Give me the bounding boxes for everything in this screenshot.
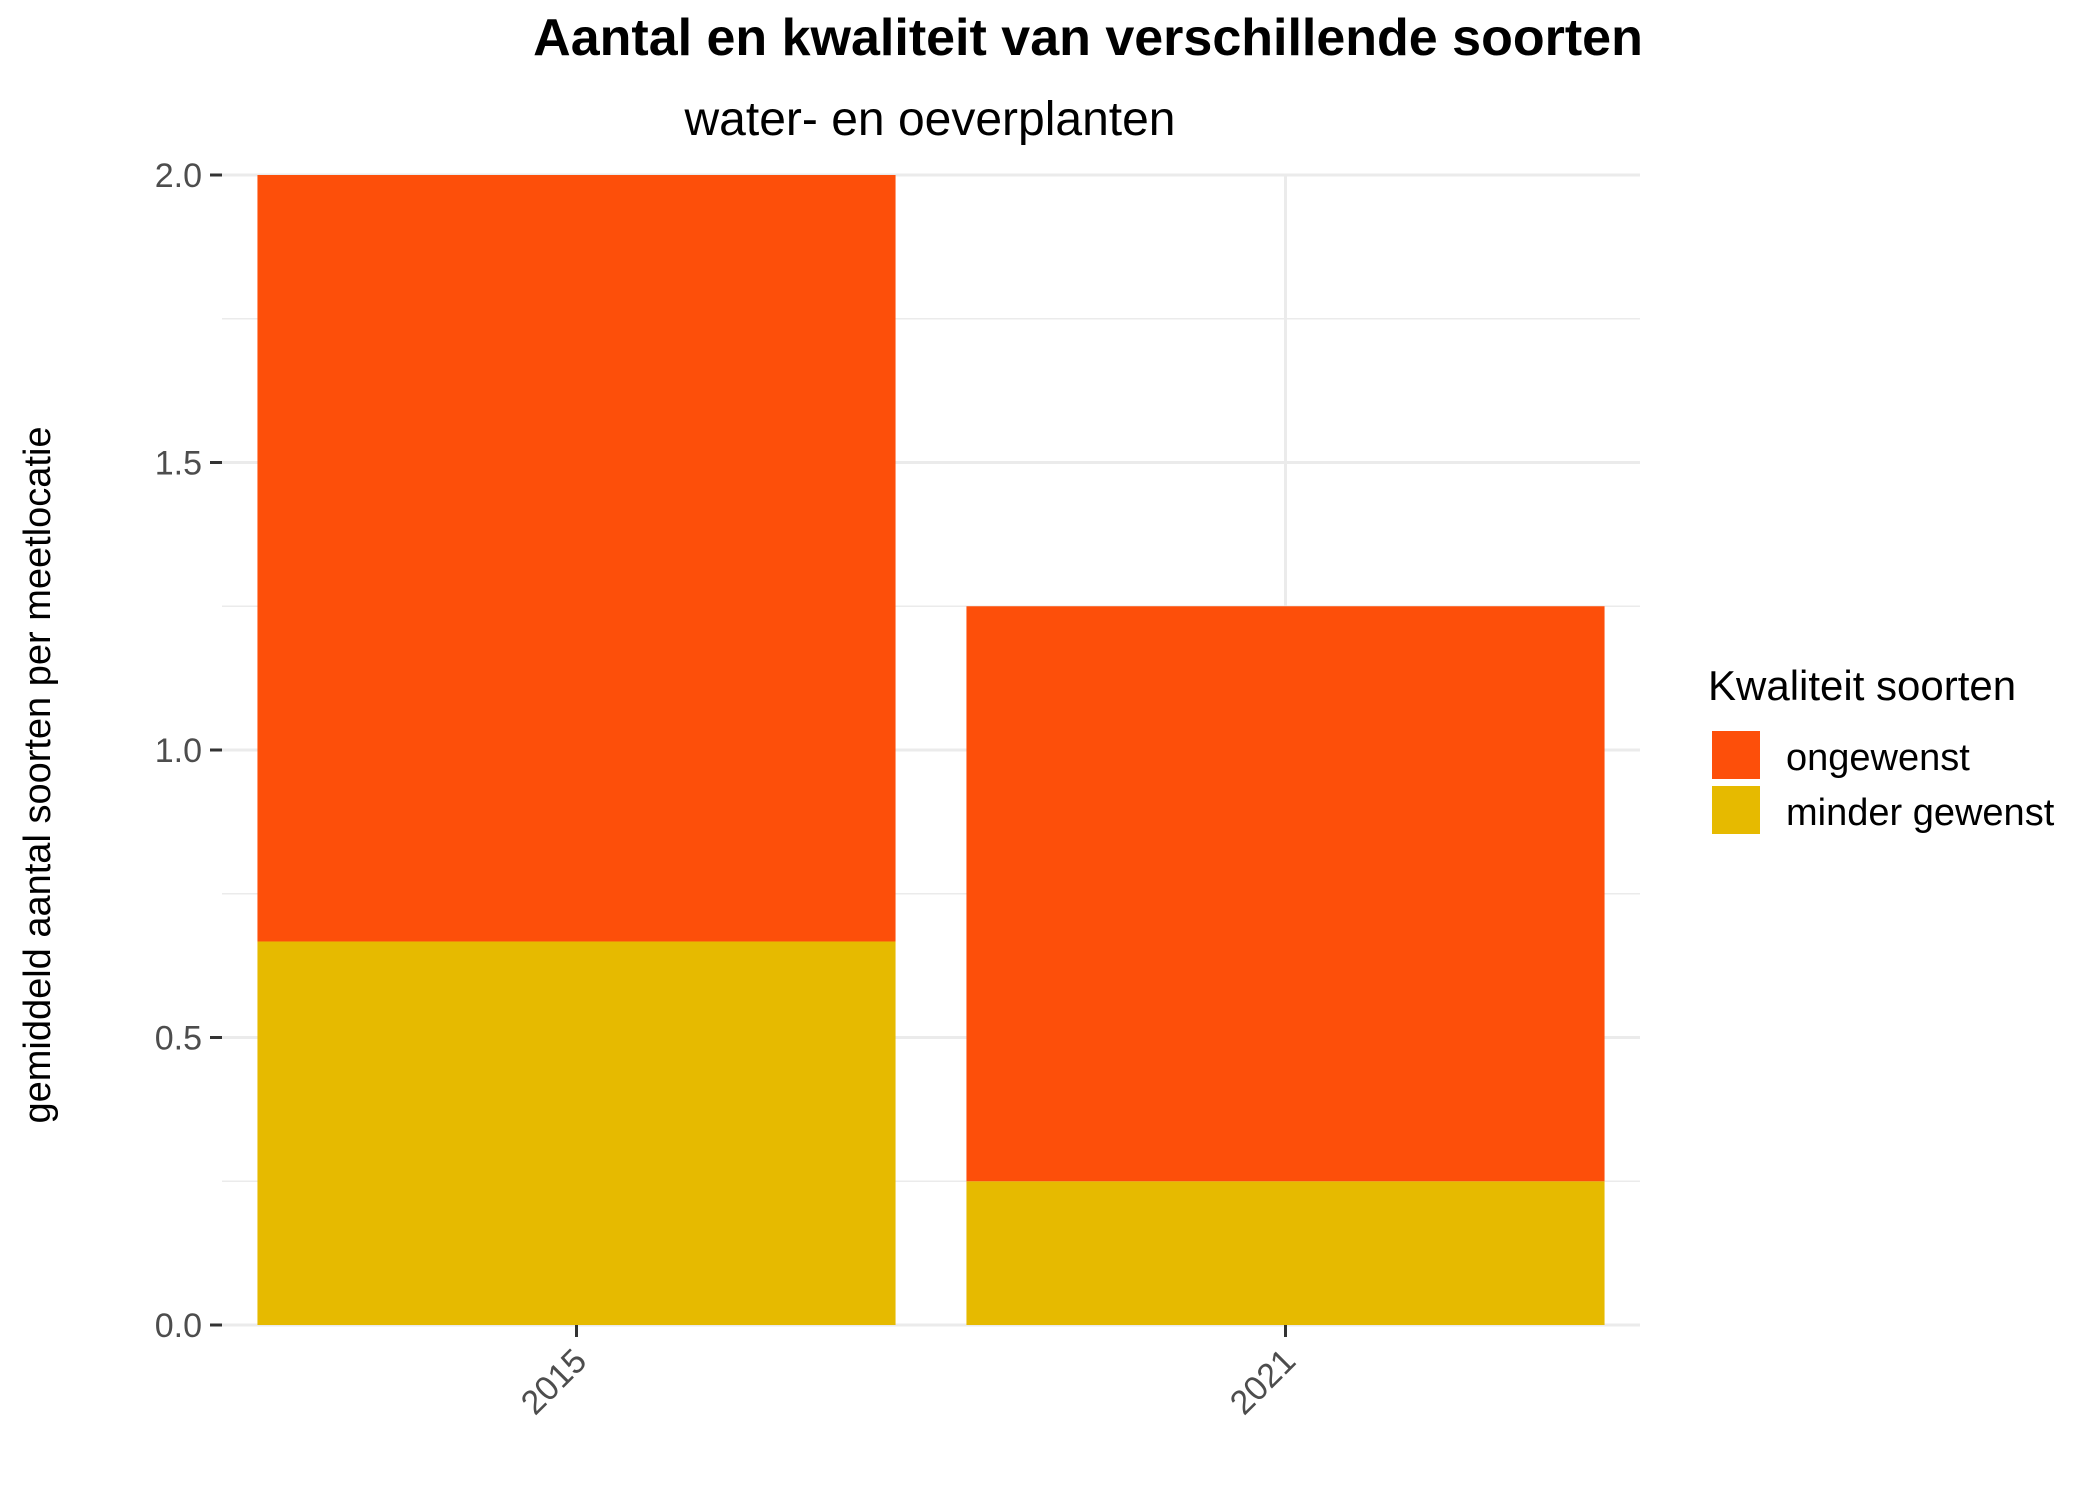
legend-label-ongewenst: ongewenst <box>1786 737 1970 779</box>
y-tick-label: 0.0 <box>155 1307 202 1345</box>
legend-title: Kwaliteit soorten <box>1708 662 2016 709</box>
y-tick-label: 1.0 <box>155 732 202 770</box>
x-tick-label: 2021 <box>1223 1342 1303 1422</box>
legend-swatch-minder-gewenst <box>1712 786 1760 834</box>
legend-label-minder-gewenst: minder gewenst <box>1786 792 2055 834</box>
bar-2015-ongewenst <box>257 175 896 942</box>
bar-2021-ongewenst <box>966 606 1605 1182</box>
y-tick-label: 1.5 <box>155 445 202 483</box>
y-tick-label: 0.5 <box>155 1020 202 1058</box>
chart-title: Aantal en kwaliteit van verschillende so… <box>533 9 1643 67</box>
legend: Kwaliteit soorten ongewenst minder gewen… <box>1708 662 2055 834</box>
x-tick-label: 2015 <box>514 1342 594 1422</box>
y-axis: 0.0 0.5 1.0 1.5 2.0 <box>155 157 222 1345</box>
legend-swatch-ongewenst <box>1712 731 1760 779</box>
y-axis-title: gemiddeld aantal soorten per meetlocatie <box>17 426 59 1123</box>
x-axis: 2015 2021 <box>514 1325 1303 1422</box>
bar-2015-minder-gewenst <box>257 941 896 1325</box>
chart-subtitle: water- en oeverplanten <box>684 93 1176 146</box>
y-tick-label: 2.0 <box>155 157 202 195</box>
bars <box>257 175 1605 1325</box>
bar-2021-minder-gewenst <box>966 1181 1605 1325</box>
